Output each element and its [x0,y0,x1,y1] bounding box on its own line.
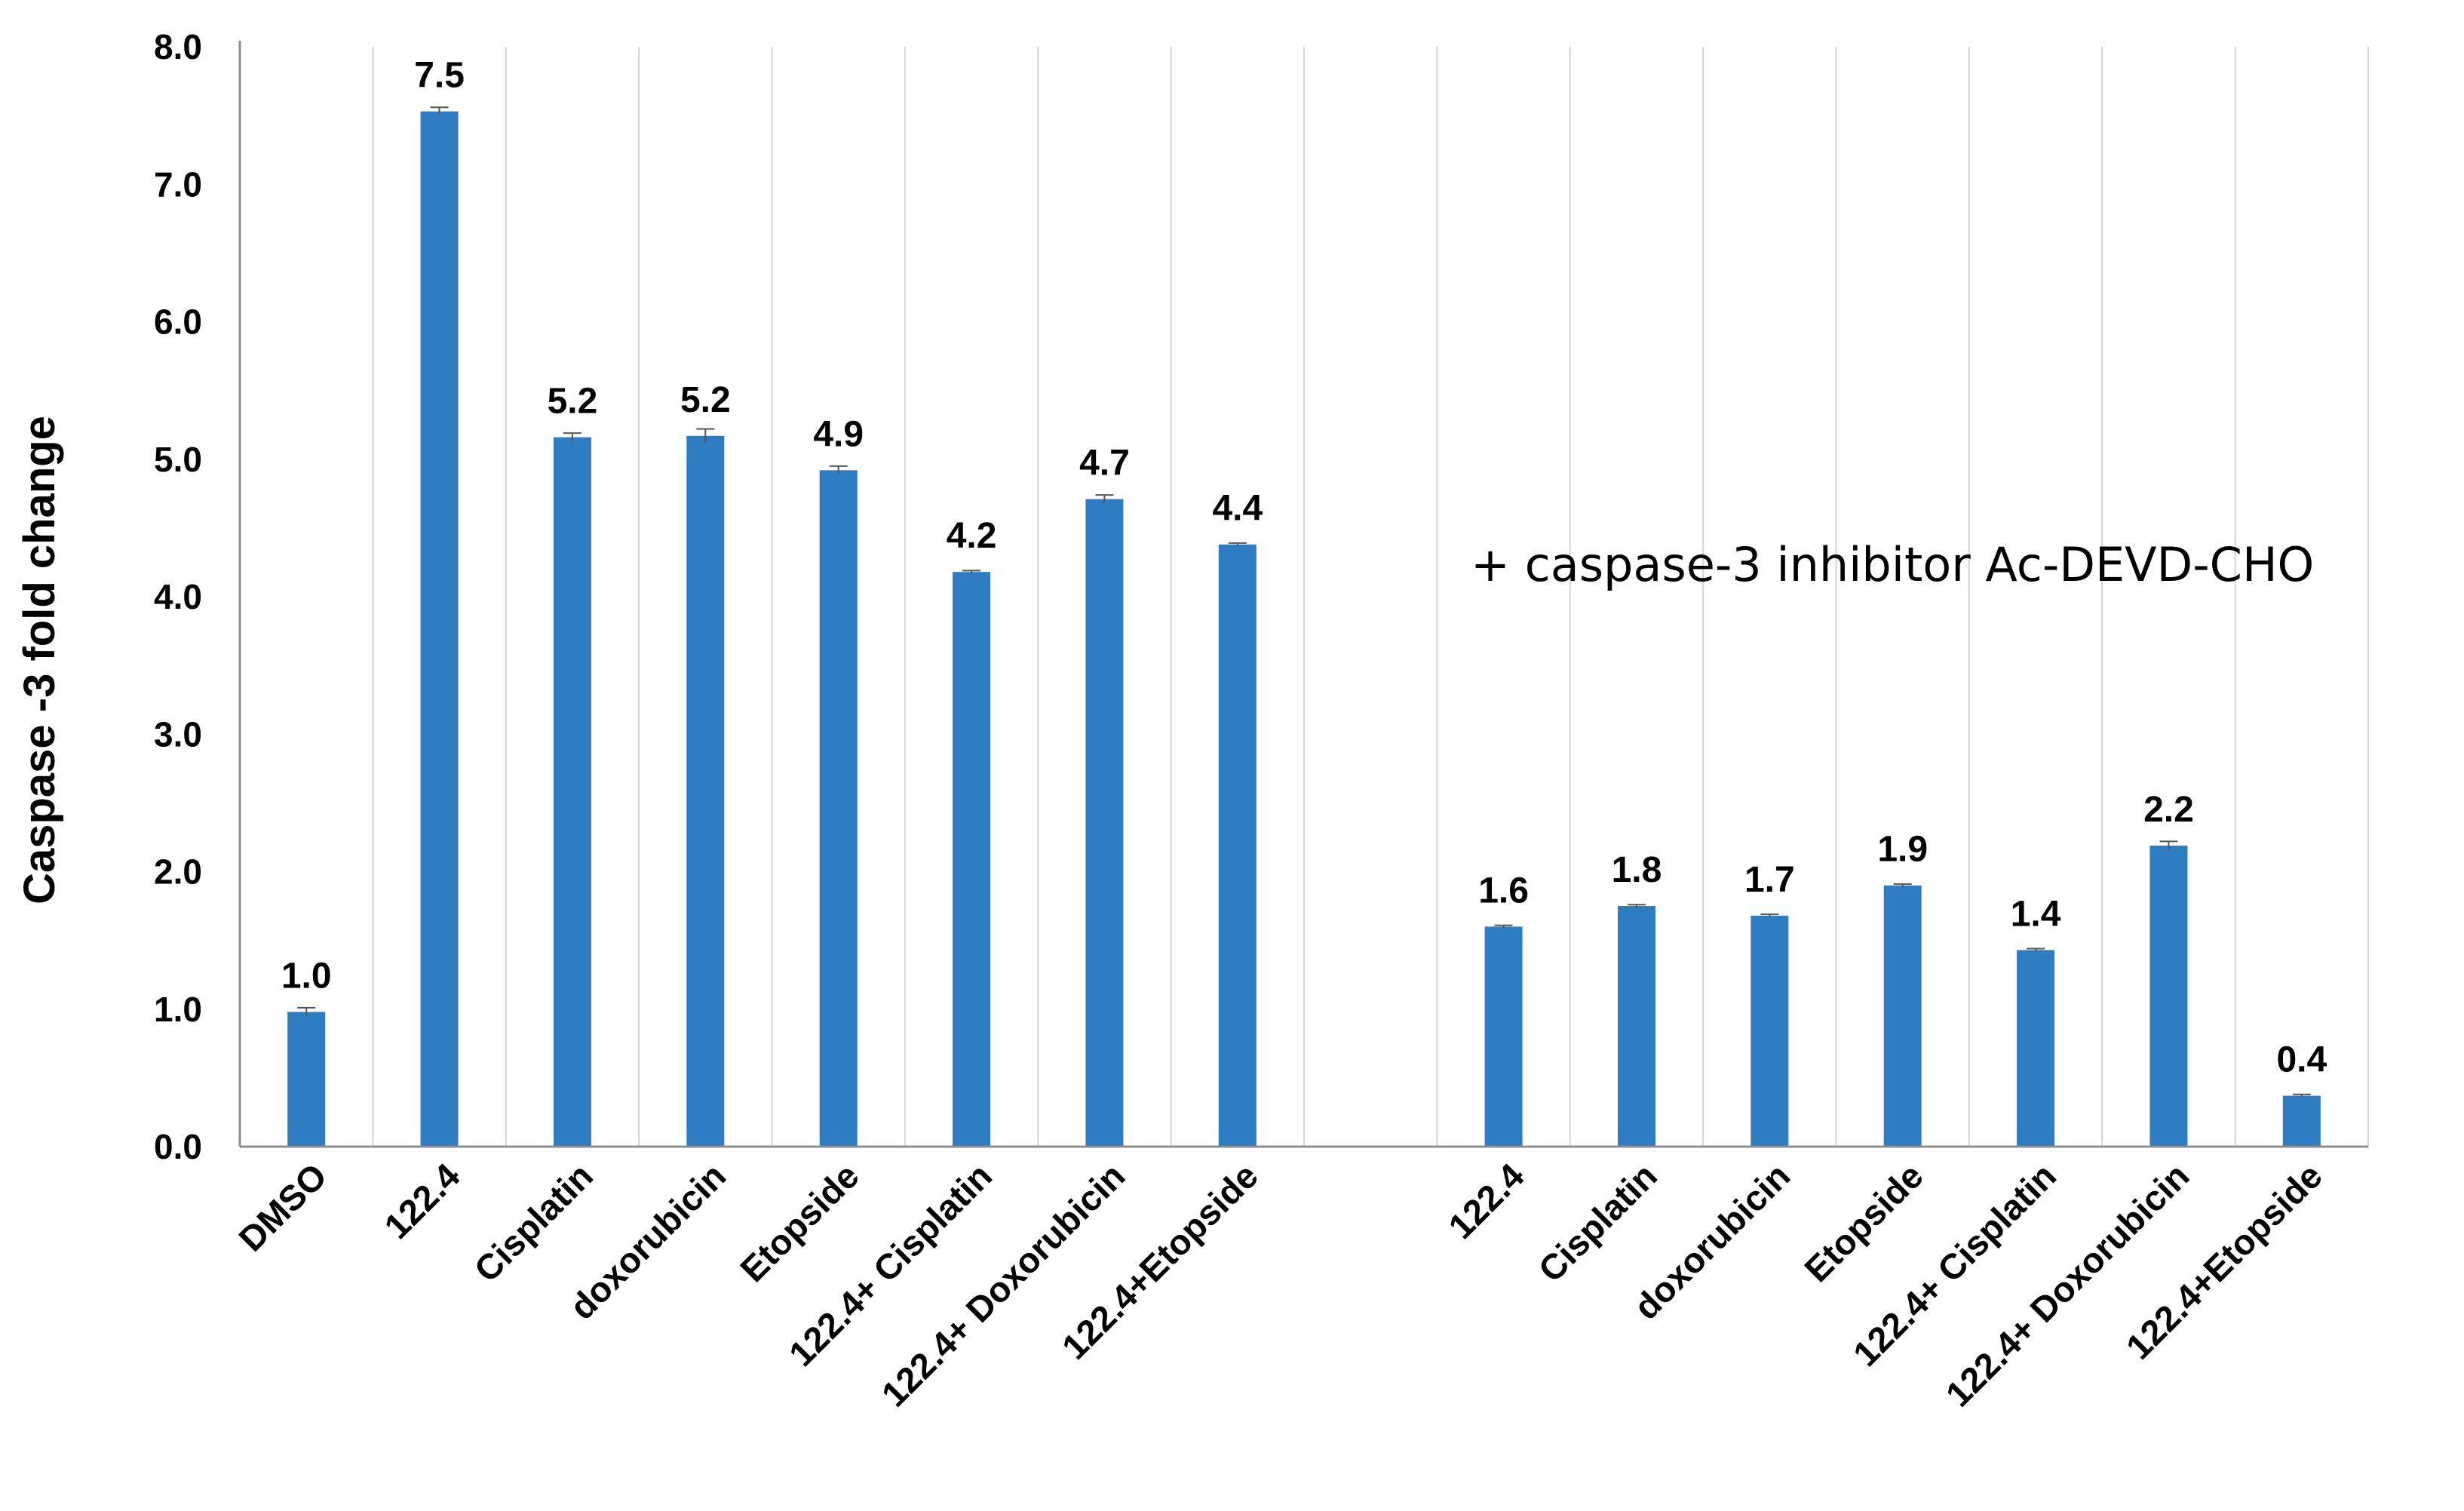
y-tick-label: 8.0 [154,27,202,66]
data-label: 1.9 [1877,830,1928,870]
data-label: 4.2 [947,516,997,556]
category-label: Cisplatin [466,1156,600,1290]
bar [1218,544,1257,1147]
category-label: 122.4 [376,1156,468,1247]
bar [953,572,991,1147]
bars [287,106,2321,1147]
category-label: Etopside [732,1156,867,1290]
axes [238,41,2368,1148]
data-label: 1.7 [1744,860,1795,900]
bar [1751,915,1789,1147]
y-tick-label: 1.0 [154,990,202,1029]
y-axis-label: Caspase -3 fold change [15,416,64,904]
data-label: 5.2 [548,382,598,422]
data-label: 0.4 [2276,1040,2327,1080]
data-label: 1.4 [2011,894,2061,934]
bar [2149,845,2188,1147]
bar [287,1012,326,1147]
y-tick-label: 2.0 [154,852,202,892]
data-label: 4.4 [1212,489,1263,529]
category-label: Etopside [1797,1156,1931,1290]
y-tick-label: 3.0 [154,714,202,754]
bar [2017,950,2055,1147]
bar [686,435,725,1147]
y-tick-label: 0.0 [154,1127,202,1166]
data-label: 1.8 [1612,850,1662,890]
y-tick-label: 4.0 [154,577,202,616]
data-labels: 1.0 7.5 5.2 5.2 4.9 4.2 4.7 4.4 1.6 1.8 1.7 1.9 1.4 2… [281,56,2327,1080]
y-tick-label: 5.0 [154,440,202,479]
bar [1484,926,1523,1147]
y-tick-labels: 0.0 1.0 2.0 3.0 4.0 5.0 6.0 7.0 8.0 [154,27,202,1166]
category-label: 122.4+ Doxorubicin [1938,1156,2196,1414]
bar [2282,1095,2321,1147]
bar [1617,906,1655,1147]
data-label: 1.6 [1478,871,1529,911]
y-tick-label: 7.0 [154,164,202,204]
y-tick-label: 6.0 [154,303,202,342]
bar [819,470,858,1147]
category-label: DMSO [231,1156,334,1259]
category-label: 122.4+ Doxorubicin [873,1156,1132,1414]
data-label: 2.2 [2143,790,2194,830]
data-label: 1.0 [281,956,332,996]
data-label: 5.2 [680,380,731,420]
data-label: 7.5 [414,56,465,96]
bar [1883,885,1922,1147]
bar [420,111,459,1147]
data-label: 4.9 [813,414,864,454]
category-label: Cisplatin [1530,1156,1665,1290]
bar [1085,499,1124,1147]
bar [553,437,591,1147]
inhibitor-annotation: + caspase-3 inhibitor Ac-DEVD-CHO [1471,537,2314,592]
category-labels: DMSO 122.4CisplatindoxorubicinEtopside122… [231,1156,2330,1414]
category-label: 122.4 [1441,1156,1532,1247]
data-label: 4.7 [1079,444,1130,484]
grid-lines [372,47,2369,1147]
